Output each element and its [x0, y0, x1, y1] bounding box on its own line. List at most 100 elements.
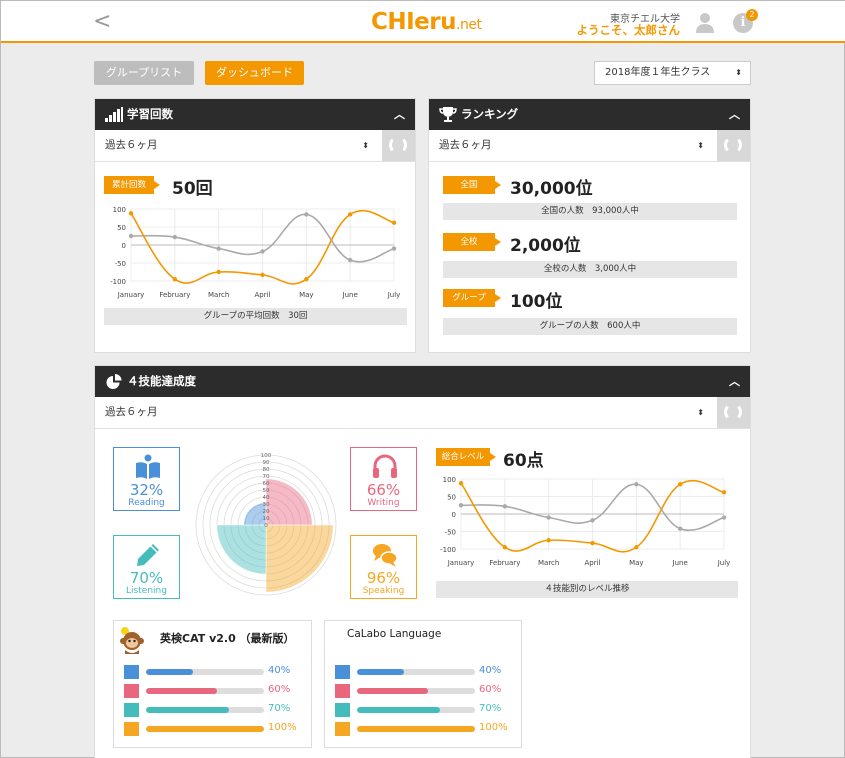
refresh-button[interactable]: [717, 397, 750, 428]
collapse-icon[interactable]: ︿: [394, 108, 405, 121]
progress-value: 70%: [479, 703, 502, 714]
collapse-icon[interactable]: ︿: [729, 375, 740, 388]
progress-value: 70%: [268, 703, 291, 714]
collapse-icon[interactable]: ︿: [729, 108, 740, 121]
listening-percent: 70%: [129, 569, 164, 587]
refresh-button[interactable]: [382, 130, 415, 161]
logo-suffix: .net: [456, 17, 482, 33]
refresh-icon: [389, 136, 407, 154]
refresh-icon: [724, 136, 742, 154]
data-point: [502, 504, 508, 509]
x-tick-label: March: [208, 291, 229, 299]
group-list-button[interactable]: グループリスト: [94, 61, 194, 85]
progress-fill: [357, 688, 428, 694]
y-tick-label: -50: [445, 529, 456, 537]
speech-bubbles-icon: [373, 544, 398, 567]
data-point: [172, 277, 178, 282]
data-point: [304, 277, 309, 282]
polar-ring: [195, 454, 337, 596]
refresh-button[interactable]: [717, 130, 750, 161]
pencil-icon: [137, 544, 159, 566]
data-point: [590, 518, 595, 523]
speaking-segment: [265, 524, 334, 593]
period-value: 過去６ヶ月: [439, 139, 492, 151]
book-icon: [136, 454, 160, 479]
progress-fill: [146, 669, 194, 675]
x-tick-label: May: [629, 559, 643, 567]
polar-tick-label: 40: [263, 495, 270, 501]
listening-box[interactable]: 70% Listening: [113, 535, 180, 599]
panel-title: ランキング: [461, 107, 519, 121]
y-tick-label: 50: [117, 224, 126, 232]
logo[interactable]: CHIeru.net: [371, 9, 482, 35]
data-point: [260, 249, 265, 254]
school-total: 全校の人数 3,000人中: [443, 261, 737, 278]
data-point: [677, 482, 683, 487]
select-arrow-icon: ⬍: [697, 408, 704, 417]
progress-fill: [357, 726, 475, 732]
reading-box[interactable]: 32% Reading: [113, 447, 180, 511]
writing-box[interactable]: 66% Writing: [350, 447, 417, 511]
overall-level-value: 60点: [503, 451, 544, 471]
speaking-label: Speaking: [362, 586, 405, 596]
class-select-value: 2018年度１年生クラス: [605, 67, 711, 78]
signal-bars-icon: [105, 107, 123, 122]
listening-segment: [216, 524, 267, 575]
progress-track: [146, 688, 264, 694]
y-tick-label: 50: [447, 494, 456, 502]
data-point: [502, 545, 508, 550]
welcome-text: ようこそ、太郎さん: [576, 23, 681, 37]
period-select[interactable]: 過去６ヶ月 ⬍: [95, 397, 750, 429]
progress-track: [357, 688, 475, 694]
speaking-percent: 96%: [366, 569, 401, 587]
progress-track: [357, 726, 475, 732]
x-tick-label: July: [387, 291, 401, 299]
x-tick-label: June: [342, 291, 358, 299]
headphones-icon: [373, 454, 397, 478]
school-name: 東京チエル大学: [610, 14, 680, 25]
calabo-card[interactable]: CaLabo Language 40% 60% 70% 100%: [324, 620, 522, 748]
notification-badge: 2: [746, 9, 758, 21]
card-title: CaLabo Language: [347, 628, 442, 640]
writing-segment: [265, 478, 313, 526]
data-point: [260, 272, 265, 278]
book-icon: [124, 665, 139, 679]
group-average-label: グループの平均回数 30回: [104, 308, 407, 325]
reading-label: Reading: [128, 498, 165, 508]
total-count-tag: 累計回数: [104, 176, 160, 194]
study-line-chart: January February March April May June July 100 5…: [110, 206, 401, 299]
listening-label: Listening: [126, 586, 167, 596]
data-point: [677, 526, 683, 531]
x-tick-label: January: [117, 291, 145, 299]
x-tick-label: February: [489, 559, 520, 567]
period-select[interactable]: 過去６ヶ月 ⬍: [95, 130, 415, 162]
data-point: [347, 257, 353, 263]
back-icon[interactable]: <: [93, 9, 112, 34]
group-rank-value: 100位: [510, 292, 563, 312]
dashboard-button[interactable]: ダッシュボード: [205, 61, 304, 85]
overall-level-tag: 総合レベル: [436, 448, 496, 466]
data-point: [128, 211, 134, 216]
user-icon[interactable]: [694, 11, 716, 33]
x-tick-label: March: [538, 559, 559, 567]
period-select[interactable]: 過去６ヶ月 ⬍: [429, 130, 750, 162]
writing-percent: 66%: [366, 481, 401, 499]
data-point: [128, 233, 134, 239]
eiken-cat-card[interactable]: 英検CAT v2.0 （最新版） 40% 60% 70% 100%: [113, 620, 312, 748]
x-tick-label: February: [159, 291, 190, 299]
x-tick-label: January: [447, 559, 475, 567]
progress-track: [357, 669, 475, 675]
four-skills-panel: ４技能達成度 ︿ 過去６ヶ月 ⬍ 32% Reading 70% Listeni…: [94, 365, 751, 758]
data-point: [546, 538, 551, 543]
class-select[interactable]: 2018年度１年生クラス ⬍: [594, 61, 751, 85]
total-count-value: 50回: [172, 179, 213, 199]
progress-value: 40%: [268, 665, 291, 676]
polar-tick-label: 100: [261, 453, 272, 459]
speaking-box[interactable]: 96% Speaking: [350, 535, 417, 599]
polar-tick-label: 20: [263, 509, 270, 515]
polar-tick-label: 70: [263, 474, 270, 480]
progress-row: 40%: [124, 665, 304, 679]
level-line-chart: January February March April May June July 100 5…: [440, 476, 730, 567]
polar-tick-label: 90: [263, 460, 270, 466]
national-total: 全国の人数 93,000人中: [443, 203, 737, 220]
